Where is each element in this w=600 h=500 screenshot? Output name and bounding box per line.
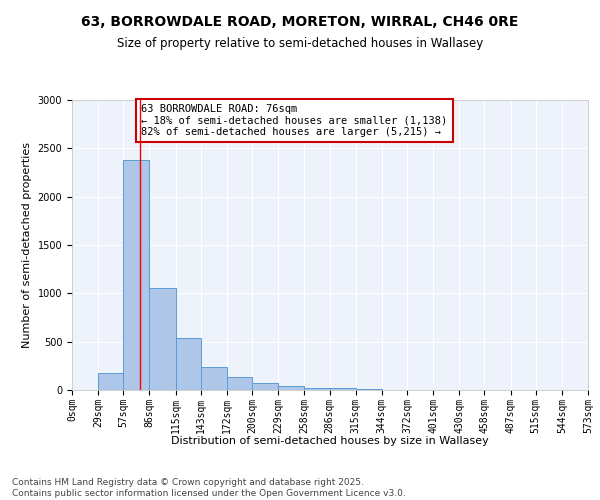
Y-axis label: Number of semi-detached properties: Number of semi-detached properties <box>22 142 32 348</box>
Bar <box>227 378 252 390</box>
Text: Size of property relative to semi-detached houses in Wallasey: Size of property relative to semi-detach… <box>117 38 483 51</box>
Bar <box>304 388 329 390</box>
Bar <box>356 389 382 390</box>
Bar <box>201 368 227 390</box>
Bar <box>98 373 124 390</box>
Bar <box>278 386 304 390</box>
X-axis label: Distribution of semi-detached houses by size in Wallasey: Distribution of semi-detached houses by … <box>171 436 489 446</box>
Text: 63 BORROWDALE ROAD: 76sqm
← 18% of semi-detached houses are smaller (1,138)
82% : 63 BORROWDALE ROAD: 76sqm ← 18% of semi-… <box>142 104 448 137</box>
Bar <box>329 388 356 390</box>
Bar <box>252 383 278 390</box>
Bar <box>124 160 149 390</box>
Bar <box>176 338 201 390</box>
Bar <box>149 288 176 390</box>
Text: Contains HM Land Registry data © Crown copyright and database right 2025.
Contai: Contains HM Land Registry data © Crown c… <box>12 478 406 498</box>
Text: 63, BORROWDALE ROAD, MORETON, WIRRAL, CH46 0RE: 63, BORROWDALE ROAD, MORETON, WIRRAL, CH… <box>82 15 518 29</box>
